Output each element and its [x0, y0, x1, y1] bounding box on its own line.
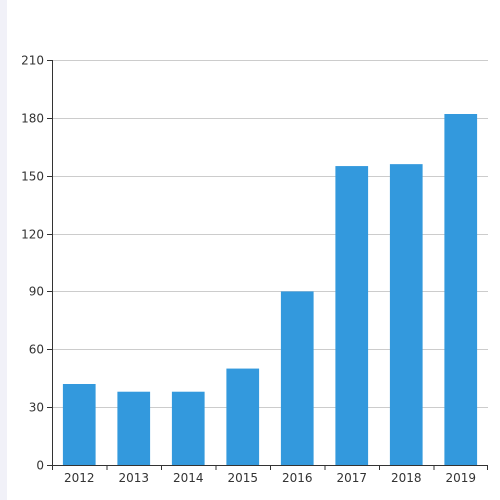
- x-tick-label: 2019: [445, 471, 476, 485]
- y-tick-label: 0: [36, 459, 44, 473]
- bar-2013[interactable]: [117, 391, 151, 465]
- x-tick-labels: 2012 2013 2014 2015 2016 2017 2018 2019: [64, 471, 476, 485]
- y-tick-label: 120: [21, 228, 44, 242]
- y-tick-label: 150: [21, 170, 44, 184]
- x-tick-label: 2017: [336, 471, 367, 485]
- y-tick-label: 180: [21, 112, 44, 126]
- y-tick-label: 30: [29, 401, 44, 415]
- bar-2018[interactable]: [389, 164, 423, 465]
- y-tick-labels: 0 30 60 90 120 150 180 210: [21, 54, 44, 473]
- axes: [47, 60, 488, 470]
- bar-2016[interactable]: [280, 291, 314, 465]
- x-tick-label: 2016: [282, 471, 313, 485]
- x-tick-label: 2014: [173, 471, 204, 485]
- x-tick-label: 2013: [118, 471, 149, 485]
- bar-2015[interactable]: [226, 368, 260, 465]
- y-tick-label: 210: [21, 54, 44, 68]
- bars: [62, 114, 478, 466]
- x-tick-label: 2015: [227, 471, 258, 485]
- y-tick-label: 60: [29, 343, 44, 357]
- bar-2014[interactable]: [171, 391, 205, 465]
- bar-2012[interactable]: [62, 384, 96, 465]
- x-tick-label: 2012: [64, 471, 95, 485]
- x-tick-label: 2018: [391, 471, 422, 485]
- bar-2019[interactable]: [444, 114, 478, 465]
- bar-2017[interactable]: [335, 166, 369, 466]
- y-tick-label: 90: [29, 285, 44, 299]
- left-edge-strip: [0, 0, 7, 500]
